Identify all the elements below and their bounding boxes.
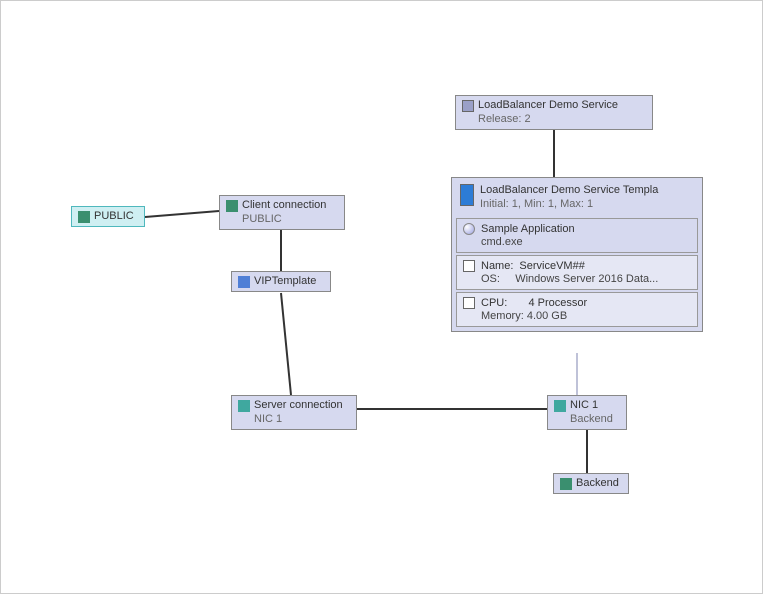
nic-icon [238, 400, 250, 412]
panel-title: LoadBalancer Demo Service Templa [480, 184, 694, 196]
node-public[interactable]: PUBLIC [71, 206, 145, 227]
nic-icon [554, 400, 566, 412]
node-label: VIPTemplate [254, 275, 316, 288]
vm-name-label: Name: [481, 260, 513, 272]
node-vip-template[interactable]: VIPTemplate [231, 271, 331, 292]
node-client-connection[interactable]: Client connection PUBLIC [219, 195, 345, 230]
diagram-canvas: PUBLIC Client connection PUBLIC VIPTempl… [0, 0, 763, 594]
vm-icon [463, 260, 475, 272]
app-exe: cmd.exe [481, 236, 691, 248]
node-label: Backend [576, 477, 619, 490]
cpu-icon [463, 297, 475, 309]
vm-os-label: OS: [481, 273, 500, 285]
node-nic1[interactable]: NIC 1 Backend [547, 395, 627, 430]
node-lb-service[interactable]: LoadBalancer Demo Service Release: 2 [455, 95, 653, 130]
template-icon [238, 276, 250, 288]
panel-section-vm[interactable]: Name: ServiceVM## OS: Windows Server 201… [456, 255, 698, 290]
hw-cpu-value: 4 Processor [528, 297, 587, 309]
hw-mem-value: 4.00 GB [527, 310, 567, 322]
node-label: Server connection [254, 399, 343, 412]
node-subtitle: Backend [570, 413, 620, 426]
panel-section-hw[interactable]: CPU: 4 Processor Memory: 4.00 GB [456, 292, 698, 327]
network-icon [78, 211, 90, 223]
node-label: NIC 1 [570, 399, 598, 412]
panel-initial-line: Initial: 1, Min: 1, Max: 1 [480, 198, 694, 210]
vm-os-value: Windows Server 2016 Data... [515, 273, 658, 285]
service-icon [462, 100, 474, 112]
hw-mem-label: Memory: [481, 310, 524, 322]
hw-cpu-label: CPU: [481, 297, 507, 309]
node-label: LoadBalancer Demo Service [478, 99, 618, 112]
node-backend[interactable]: Backend [553, 473, 629, 494]
node-subtitle: Release: 2 [478, 113, 646, 126]
panel-section-app[interactable]: Sample Application cmd.exe [456, 218, 698, 253]
node-label: Client connection [242, 199, 326, 212]
node-subtitle: PUBLIC [242, 213, 338, 226]
endpoint-icon [226, 200, 238, 212]
panel-service-template[interactable]: LoadBalancer Demo Service Templa Initial… [451, 177, 703, 332]
panel-header: LoadBalancer Demo Service Templa Initial… [454, 180, 700, 216]
vm-tier-icon [460, 184, 474, 206]
vm-name-value: ServiceVM## [519, 260, 584, 272]
app-name: Sample Application [481, 223, 575, 235]
node-subtitle: NIC 1 [254, 413, 350, 426]
node-label: PUBLIC [94, 210, 134, 223]
node-server-connection[interactable]: Server connection NIC 1 [231, 395, 357, 430]
network-icon [560, 478, 572, 490]
application-icon [463, 223, 475, 235]
